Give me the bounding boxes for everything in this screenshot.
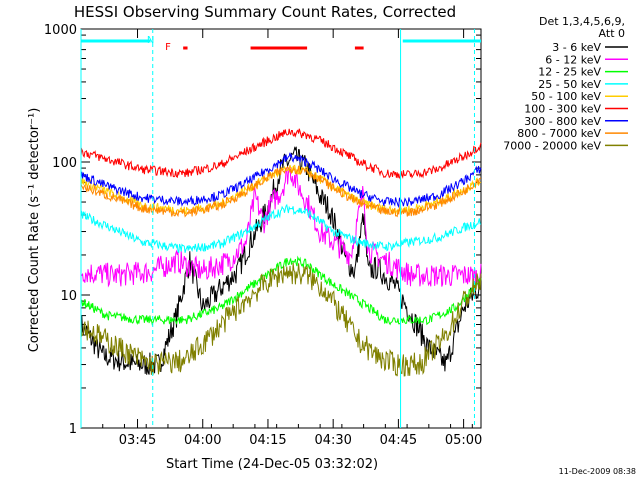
y-tick-label: 100: [52, 156, 77, 171]
y-axis-label: Corrected Count Rate (s⁻¹ detector⁻¹): [27, 108, 42, 353]
legend-header-line-2: Att 0: [599, 27, 625, 40]
legend-label-0: 3 - 6 keV: [552, 41, 601, 54]
series-line-5: [80, 128, 482, 181]
x-tick-label: 03:45: [119, 433, 156, 448]
flag-bar-0-0: [81, 39, 151, 43]
flag-bar-1-2: [354, 46, 364, 50]
x-tick-label: 04:30: [314, 433, 351, 448]
legend-label-2: 12 - 25 keV: [538, 66, 601, 79]
x-tick-label: 04:00: [184, 433, 221, 448]
generated-timestamp: 11-Dec-2009 08:38: [559, 467, 636, 476]
legend-label-8: 7000 - 20000 keV: [503, 139, 601, 152]
legend-header-line-1: Det 1,3,4,5,6,9,: [539, 15, 625, 28]
series-line-6: [80, 152, 482, 209]
legend-label-3: 25 - 50 keV: [538, 78, 601, 91]
legend-label-5: 100 - 300 keV: [524, 103, 601, 116]
x-axis-label: Start Time (24-Dec-05 03:32:02): [166, 457, 378, 472]
chart-title: HESSI Observing Summary Count Rates, Cor…: [74, 3, 456, 21]
y-tick-label: 1: [69, 422, 77, 437]
flag-bar-0-1: [402, 39, 481, 43]
series-line-1: [80, 165, 482, 288]
series-line-2: [80, 255, 482, 326]
legend-label-6: 300 - 800 keV: [524, 115, 601, 128]
plot-area: 1 10 100 1000 03:45 04:00 04:15 04:30 04:45 05:00…: [44, 23, 482, 448]
series-line-7: [80, 165, 482, 218]
legend-label-4: 50 - 100 keV: [531, 90, 601, 103]
legend-label-7: 800 - 7000 keV: [517, 127, 601, 140]
flag-label-1: F: [165, 42, 171, 53]
x-tick-label: 04:15: [249, 433, 286, 448]
x-tick-label: 04:45: [380, 433, 417, 448]
series-line-8: [80, 262, 482, 377]
y-tick-label: 1000: [44, 23, 77, 38]
flag-bar-1-1: [250, 46, 308, 50]
y-tick-label: 10: [60, 289, 77, 304]
series-line-0: [80, 146, 482, 375]
x-tick-label: 05:00: [445, 433, 482, 448]
flag-label-0: N: [147, 35, 154, 46]
legend-label-1: 6 - 12 keV: [545, 53, 601, 66]
flag-bar-1-0: [183, 46, 188, 50]
series-line-3: [80, 203, 482, 254]
